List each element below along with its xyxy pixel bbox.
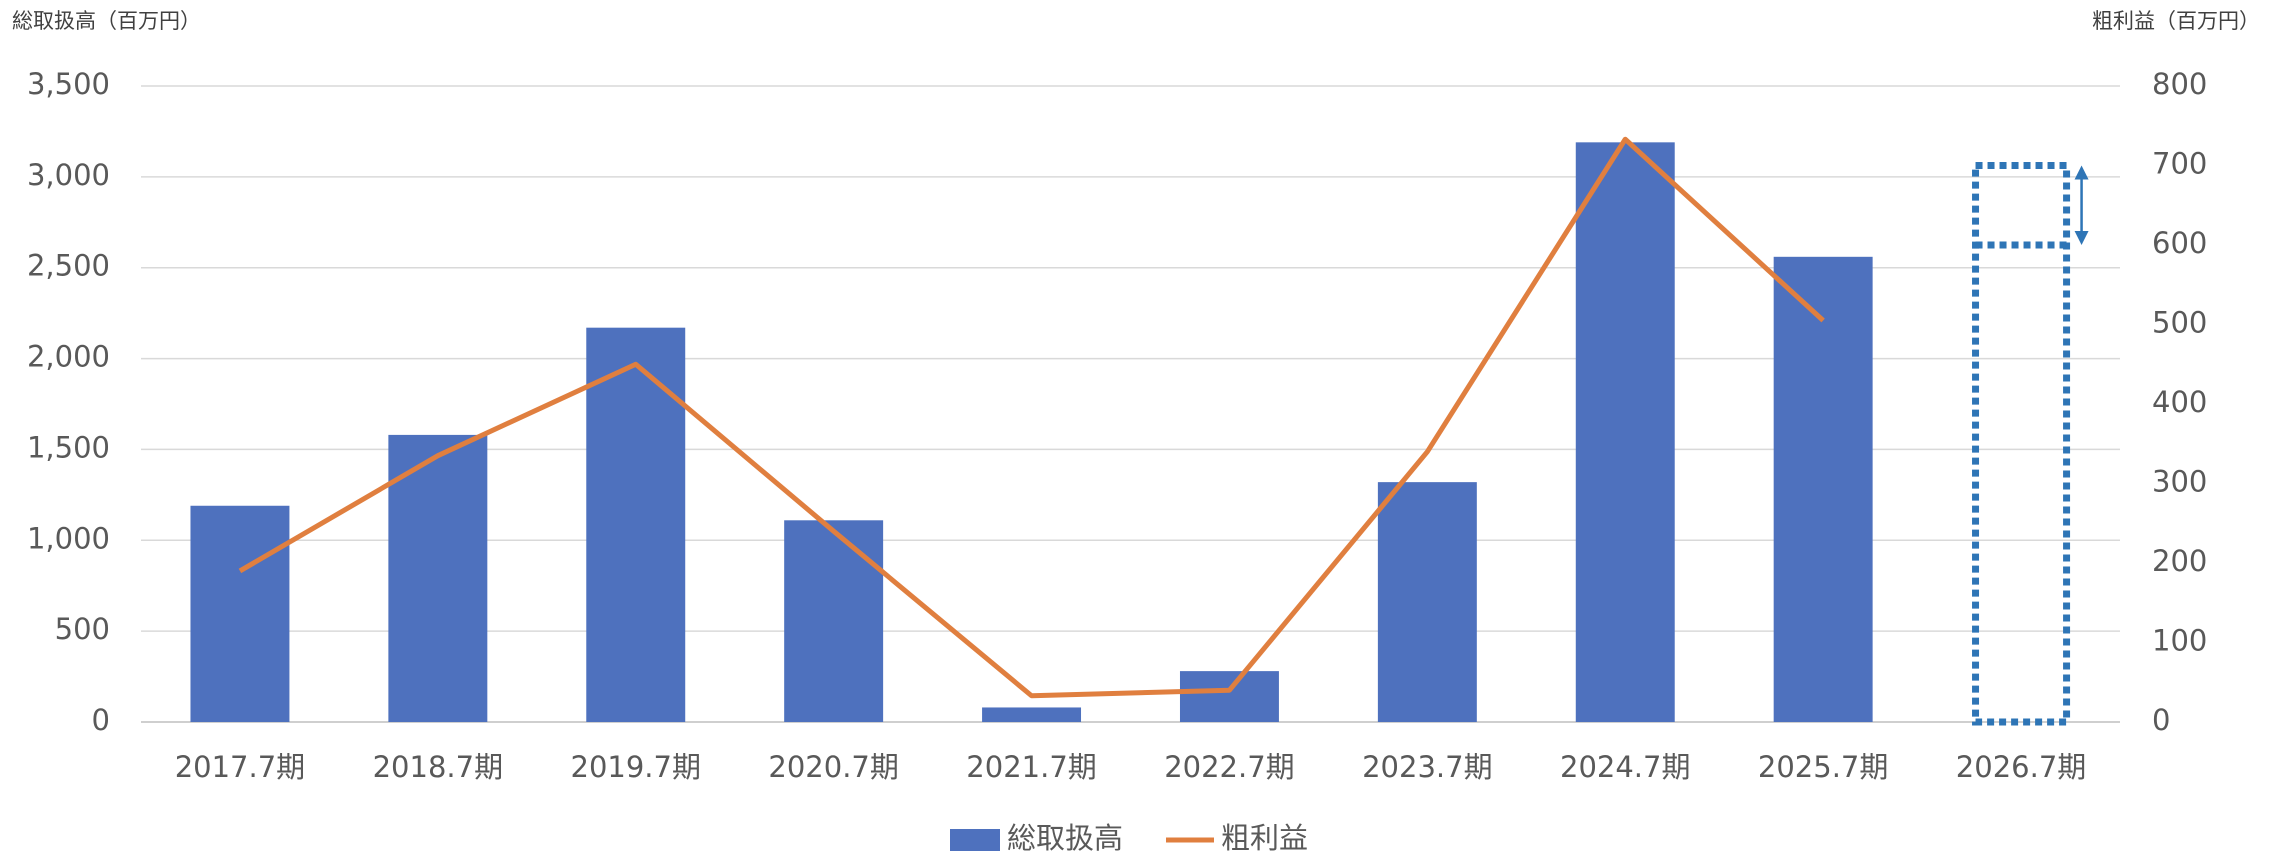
y-tick-label: 1,500 <box>27 430 110 464</box>
y-tick-label: 2,000 <box>27 340 110 374</box>
y2-tick-label: 600 <box>2152 226 2207 260</box>
y2-tick-label: 500 <box>2152 306 2207 340</box>
bar <box>784 520 884 722</box>
arrow-head <box>2074 165 2089 180</box>
y2-tick-label: 0 <box>2152 703 2170 737</box>
x-tick-label: 2017.7期 <box>175 750 305 784</box>
legend-label: 総取扱高 <box>1007 821 1123 855</box>
bar <box>1377 482 1477 722</box>
legend-label: 粗利益 <box>1221 821 1308 855</box>
x-tick-label: 2025.7期 <box>1758 750 1888 784</box>
y-tick-label: 1,000 <box>27 521 110 555</box>
y2-tick-label: 100 <box>2152 624 2207 658</box>
y-tick-label: 2,500 <box>27 249 110 283</box>
y-tick-label: 0 <box>92 703 110 737</box>
y-tick-label: 3,000 <box>27 158 110 192</box>
y-tick-label: 500 <box>55 612 110 646</box>
bar <box>190 505 290 722</box>
bar <box>586 327 686 722</box>
legend-swatch <box>950 829 1000 851</box>
x-tick-label: 2020.7期 <box>768 750 898 784</box>
arrow-head <box>2074 231 2089 245</box>
y2-tick-label: 800 <box>2152 67 2207 101</box>
bar <box>1773 256 1873 722</box>
y-axis-title: 総取扱高（百万円） <box>12 9 201 33</box>
x-tick-label: 2024.7期 <box>1560 750 1690 784</box>
bar <box>982 707 1082 722</box>
y-tick-label: 3,500 <box>27 67 110 101</box>
x-tick-label: 2023.7期 <box>1362 750 1492 784</box>
x-tick-label: 2019.7期 <box>571 750 701 784</box>
bar <box>1575 142 1675 722</box>
y2-axis-title: 粗利益（百万円） <box>2092 9 2260 33</box>
x-tick-label: 2021.7期 <box>966 750 1096 784</box>
y2-tick-label: 700 <box>2152 147 2207 181</box>
bar <box>1179 671 1279 722</box>
y2-tick-label: 300 <box>2152 465 2207 499</box>
x-tick-label: 2026.7期 <box>1956 750 2086 784</box>
y2-tick-label: 200 <box>2152 544 2207 578</box>
y2-tick-label: 400 <box>2152 385 2207 419</box>
forecast-box <box>1972 162 2071 726</box>
x-tick-label: 2018.7期 <box>373 750 503 784</box>
line-series <box>238 136 1825 699</box>
x-tick-label: 2022.7期 <box>1164 750 1294 784</box>
bar <box>388 434 488 722</box>
